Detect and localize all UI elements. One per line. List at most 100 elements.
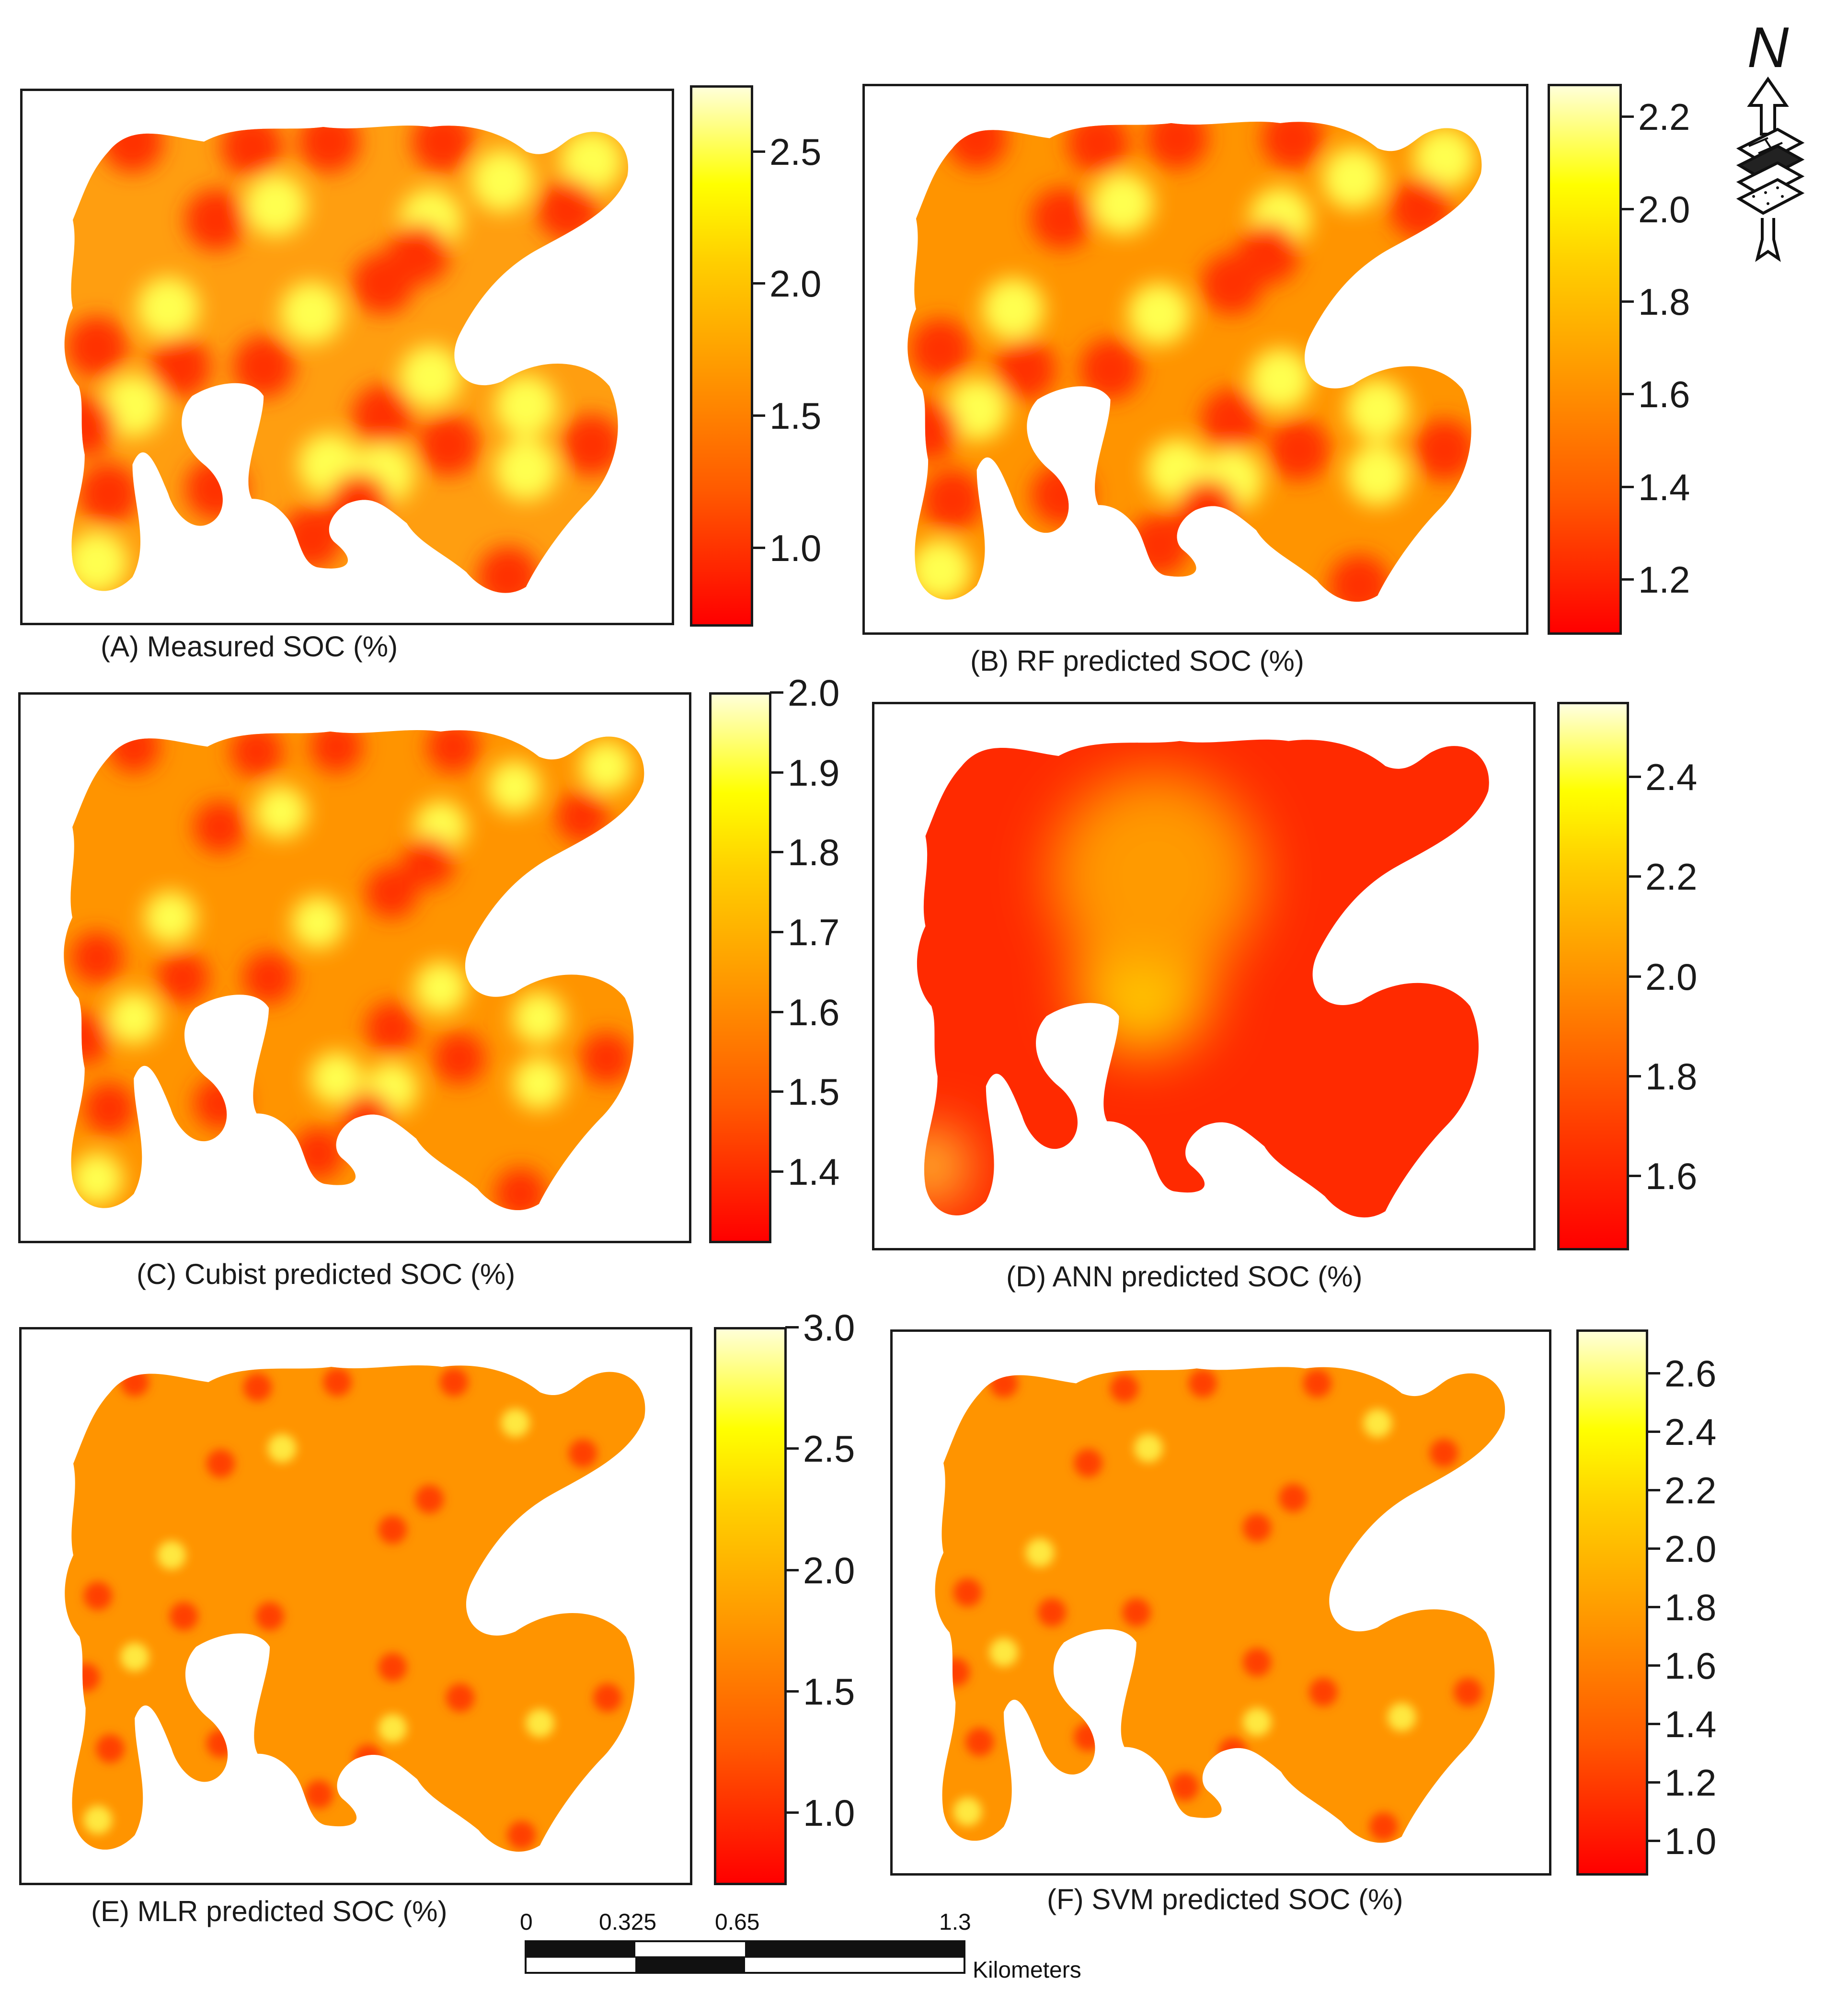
colorbar-tick [1620, 300, 1634, 303]
soc-hotspot [310, 1052, 363, 1105]
colorbar-tick [752, 150, 765, 153]
soc-hotspot [96, 1734, 125, 1763]
soc-hotspot [255, 1602, 284, 1631]
colorbar-tick [785, 1447, 799, 1450]
soc-hotspot [1110, 1374, 1139, 1403]
soc-hotspot [917, 1133, 965, 1200]
soc-hotspot [488, 760, 541, 813]
scale-label-065: 0.65 [715, 1910, 760, 1935]
soc-hotspot [1322, 147, 1385, 209]
soc-hotspot [1346, 444, 1409, 506]
soc-hotspot [70, 931, 123, 984]
colorbar-tick [770, 1170, 783, 1173]
soc-hotspot [64, 1012, 111, 1065]
soc-hotspot [341, 1092, 393, 1145]
colorbar-tick-label: 1.8 [1645, 1055, 1698, 1098]
soc-hotspot [1122, 1598, 1151, 1627]
soc-hotspot [107, 730, 160, 773]
colorbar-tick [770, 931, 783, 933]
colorbar-tick [785, 1811, 799, 1814]
colorbar-tick [770, 851, 783, 854]
colorbar-tick-label: 1.5 [803, 1670, 855, 1713]
colorbar-tick-label: 2.0 [1664, 1528, 1717, 1570]
soc-hotspot [1268, 419, 1330, 481]
soc-hotspot [1074, 1722, 1102, 1752]
soc-hotspot [354, 1744, 382, 1774]
soc-hotspot [280, 507, 343, 569]
soc-hotspot [304, 1780, 333, 1809]
soc-hotspot [232, 336, 295, 398]
soc-hotspot [495, 375, 557, 437]
soc-hotspot [1134, 1433, 1163, 1463]
soc-hotspot [102, 126, 163, 173]
soc-hotspot [83, 1082, 136, 1135]
colorbar-tick-label: 1.6 [1638, 373, 1690, 416]
soc-hotspot [120, 1643, 149, 1672]
colorbar-tick-label: 2.5 [769, 130, 822, 173]
soc-hotspot [1025, 1538, 1055, 1567]
colorbar-tick [1647, 1664, 1660, 1667]
soc-hotspot [365, 1002, 418, 1054]
colorbar-tick-label: 1.5 [769, 395, 822, 437]
colorbar-tick [785, 1568, 799, 1571]
soc-hotspot [426, 730, 480, 773]
soc-hotspot [102, 375, 163, 437]
colorbar-tick [785, 1690, 799, 1693]
soc-hotspot [946, 122, 1008, 169]
colorbar-d [1557, 702, 1629, 1250]
colorbar-tick-label: 2.5 [803, 1428, 855, 1470]
soc-hotspot [1031, 187, 1093, 250]
soc-hotspot [169, 1602, 198, 1631]
soc-hotspot [328, 472, 390, 535]
colorbar-tick [1628, 776, 1641, 779]
colorbar-tick-label: 2.0 [769, 263, 822, 305]
scale-label-0325: 0.325 [599, 1910, 657, 1935]
soc-hotspot [1242, 1513, 1272, 1542]
soc-hotspot [1074, 1449, 1102, 1477]
soc-hotspot [1454, 1678, 1482, 1706]
soc-hotspot [1146, 122, 1208, 169]
soc-hotspot [402, 836, 455, 889]
soc-hotspot [137, 277, 199, 339]
soc-hotspot [1328, 554, 1390, 602]
soc-hotspot [255, 786, 308, 838]
soc-hotspot [194, 1077, 246, 1130]
soc-hotspot [243, 1373, 272, 1402]
soc-hotspot [83, 1806, 113, 1834]
soc-hotspot [378, 1653, 407, 1682]
map-frame-b [862, 84, 1528, 635]
scale-bar: 0 0.325 0.65 1.3 Kilometers [479, 1909, 1140, 2012]
caption-e: (E) MLR predicted SOC (%) [91, 1895, 448, 1927]
colorbar-tick-label: 1.4 [1638, 466, 1690, 508]
soc-hotspot [1369, 1812, 1398, 1841]
soc-hotspot [1176, 479, 1239, 541]
soc-hotspot [909, 539, 972, 601]
colorbar-tick [1620, 207, 1634, 210]
colorbar-tick-label: 1.4 [788, 1151, 840, 1193]
soc-hotspot [120, 1368, 149, 1397]
study-area [64, 126, 629, 593]
map-frame-a [20, 89, 674, 625]
study-area [917, 739, 1489, 1218]
north-arrow: N [1720, 14, 1816, 263]
soc-hotspot [415, 1485, 444, 1514]
soc-hotspot [1188, 1369, 1217, 1398]
soc-hotspot [417, 414, 480, 476]
scale-unit: Kilometers [973, 1958, 1081, 1983]
soc-hotspot [982, 278, 1045, 340]
colorbar-tick-label: 1.0 [1664, 1820, 1717, 1862]
soc-hotspot [292, 1127, 344, 1180]
soc-map-b [907, 122, 1482, 602]
soc-hotspot [1303, 1369, 1332, 1398]
colorbar-tick-label: 1.5 [788, 1071, 840, 1113]
soc-hotspot [561, 414, 623, 476]
soc-hotspot [989, 1638, 1018, 1667]
colorbar-tick [1628, 975, 1641, 978]
soc-hotspot [513, 1057, 565, 1110]
soc-hotspot [323, 1368, 352, 1397]
study-area [907, 122, 1482, 602]
soc-hotspot [439, 1368, 469, 1397]
soc-hotspot [412, 126, 474, 173]
soc-hotspot [157, 951, 209, 1004]
colorbar-tick-label: 1.8 [1638, 281, 1690, 323]
